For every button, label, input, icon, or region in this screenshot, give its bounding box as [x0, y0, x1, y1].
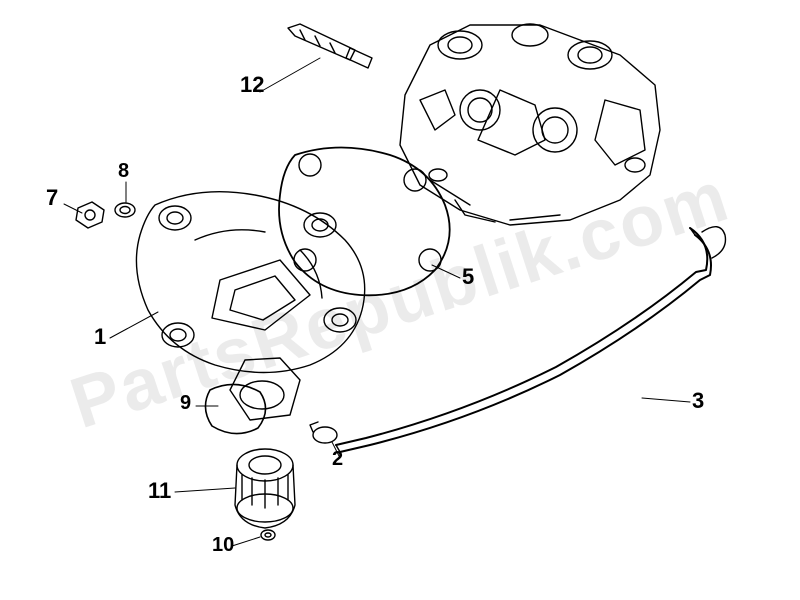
part-spark-plug: [288, 24, 372, 68]
part-cylinder-head: [400, 24, 660, 225]
part-screw: [261, 530, 275, 540]
callout-10: 10: [212, 534, 234, 557]
parts-drawing: [0, 0, 800, 600]
callout-11: 11: [148, 478, 171, 504]
callout-2: 2: [332, 448, 343, 471]
callout-1: 1: [94, 324, 106, 350]
callout-8: 8: [118, 160, 129, 183]
part-hose: [336, 227, 725, 452]
callout-12: 12: [240, 72, 264, 98]
callout-7: 7: [46, 185, 58, 211]
part-clamp: [310, 422, 337, 443]
part-washer: [115, 203, 135, 217]
callout-lines: [64, 58, 690, 546]
part-head-cover: [136, 192, 364, 420]
callout-5: 5: [462, 264, 474, 290]
part-sai-valve: [235, 449, 295, 528]
callout-9: 9: [180, 392, 191, 415]
part-nut: [76, 202, 104, 228]
diagram-canvas: 12 7 8 5 1 9 3 2 11 10 PartsRepublik.com: [0, 0, 800, 600]
callout-3: 3: [692, 388, 704, 414]
